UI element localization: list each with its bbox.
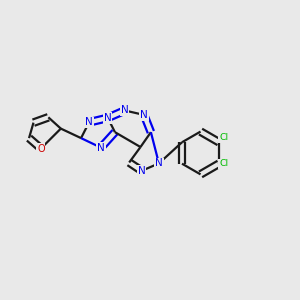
Text: N: N	[140, 110, 148, 120]
Text: N: N	[97, 142, 105, 153]
Text: N: N	[104, 113, 112, 123]
Text: O: O	[37, 143, 45, 154]
Text: N: N	[155, 158, 163, 168]
Text: Cl: Cl	[219, 159, 228, 168]
Text: N: N	[138, 166, 146, 176]
Text: N: N	[121, 106, 129, 116]
Text: Cl: Cl	[219, 133, 228, 142]
Text: N: N	[85, 117, 93, 128]
